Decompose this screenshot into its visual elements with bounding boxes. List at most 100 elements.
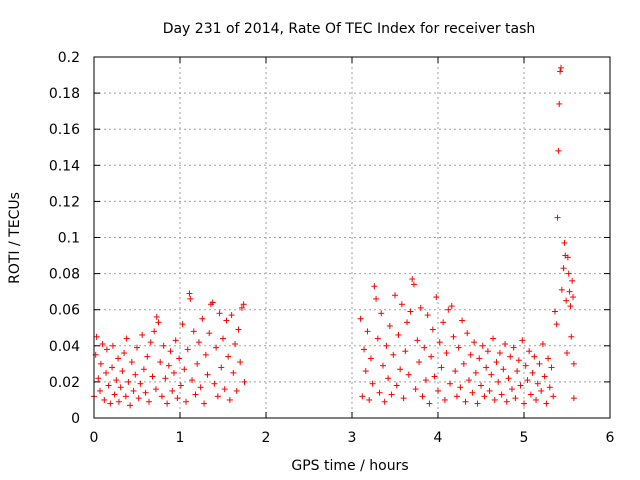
data-point [183, 398, 190, 405]
data-point [223, 317, 230, 324]
y-tick-label: 0.02 [49, 375, 80, 391]
data-point [496, 350, 503, 357]
data-point [405, 371, 412, 378]
data-point [471, 339, 478, 346]
data-point [500, 366, 507, 373]
data-point [119, 368, 126, 375]
data-point [99, 340, 106, 347]
data-point [455, 344, 462, 351]
data-point [237, 359, 244, 366]
data-point [564, 254, 571, 261]
data-point [164, 400, 171, 407]
data-point [426, 400, 433, 407]
data-point [566, 288, 573, 295]
grid-lines [94, 57, 610, 418]
data-point [551, 308, 558, 315]
data-point [484, 348, 491, 355]
data-point [409, 276, 416, 283]
data-point [433, 294, 440, 301]
x-tick-label: 1 [176, 430, 185, 446]
data-point [543, 400, 550, 407]
data-point [179, 321, 186, 328]
data-point [238, 304, 245, 311]
data-point [553, 321, 560, 328]
data-point [233, 387, 240, 394]
data-point [402, 348, 409, 355]
data-point [459, 317, 466, 324]
data-point [546, 384, 553, 391]
data-point [153, 313, 160, 320]
data-point [563, 297, 570, 304]
data-point [400, 395, 407, 402]
y-tick-label: 0.04 [49, 339, 80, 355]
data-point [142, 389, 149, 396]
data-point [478, 382, 484, 389]
data-point [529, 369, 536, 376]
data-point [392, 292, 398, 299]
data-point [195, 339, 202, 346]
data-point [199, 315, 206, 322]
data-point [490, 335, 497, 342]
data-point [125, 378, 132, 385]
plot-frame [93, 56, 611, 419]
data-point [556, 100, 563, 107]
data-point [417, 304, 424, 311]
data-point [192, 391, 199, 398]
data-point [174, 395, 181, 402]
data-points [91, 64, 577, 409]
data-point [189, 377, 196, 384]
data-point [379, 362, 386, 369]
data-point [460, 360, 467, 367]
data-point [507, 353, 514, 360]
data-point [197, 384, 204, 391]
y-axis-label: ROTI / TECUs [7, 192, 23, 284]
data-point [536, 360, 543, 367]
data-point [367, 355, 374, 362]
data-point [206, 330, 213, 337]
data-point [422, 377, 429, 384]
data-point [421, 344, 428, 351]
data-point [398, 301, 405, 308]
data-point [467, 351, 474, 358]
data-point [190, 328, 197, 335]
data-point [155, 319, 162, 326]
data-point [140, 366, 147, 373]
data-point [241, 378, 248, 385]
x-axis-label: GPS time / hours [291, 458, 408, 474]
data-point [514, 368, 521, 375]
data-point [558, 286, 565, 293]
data-point [539, 340, 546, 347]
data-point [404, 319, 411, 326]
data-point [410, 281, 417, 288]
data-point [132, 371, 139, 378]
data-point [101, 396, 108, 403]
data-point [570, 294, 577, 301]
data-point [144, 353, 151, 360]
data-point [369, 380, 376, 387]
data-point [111, 391, 118, 398]
data-point [570, 360, 577, 367]
data-point [137, 380, 144, 387]
data-point [366, 396, 373, 403]
data-point [187, 295, 194, 302]
data-point [569, 277, 576, 284]
y-tick-label: 0.06 [49, 303, 80, 319]
data-point [113, 377, 120, 384]
data-point [117, 384, 124, 391]
data-point [213, 344, 220, 351]
data-point [169, 387, 176, 394]
data-point [568, 333, 575, 340]
data-point [390, 351, 397, 358]
data-point [524, 377, 531, 384]
data-point [127, 402, 134, 409]
data-point [393, 382, 400, 389]
y-tick-label: 0.16 [49, 122, 80, 138]
data-point [560, 265, 567, 272]
data-point [414, 337, 421, 344]
data-point [445, 306, 452, 313]
data-point [450, 333, 457, 340]
data-point [214, 393, 221, 400]
data-point [209, 299, 216, 306]
data-point [440, 319, 447, 326]
